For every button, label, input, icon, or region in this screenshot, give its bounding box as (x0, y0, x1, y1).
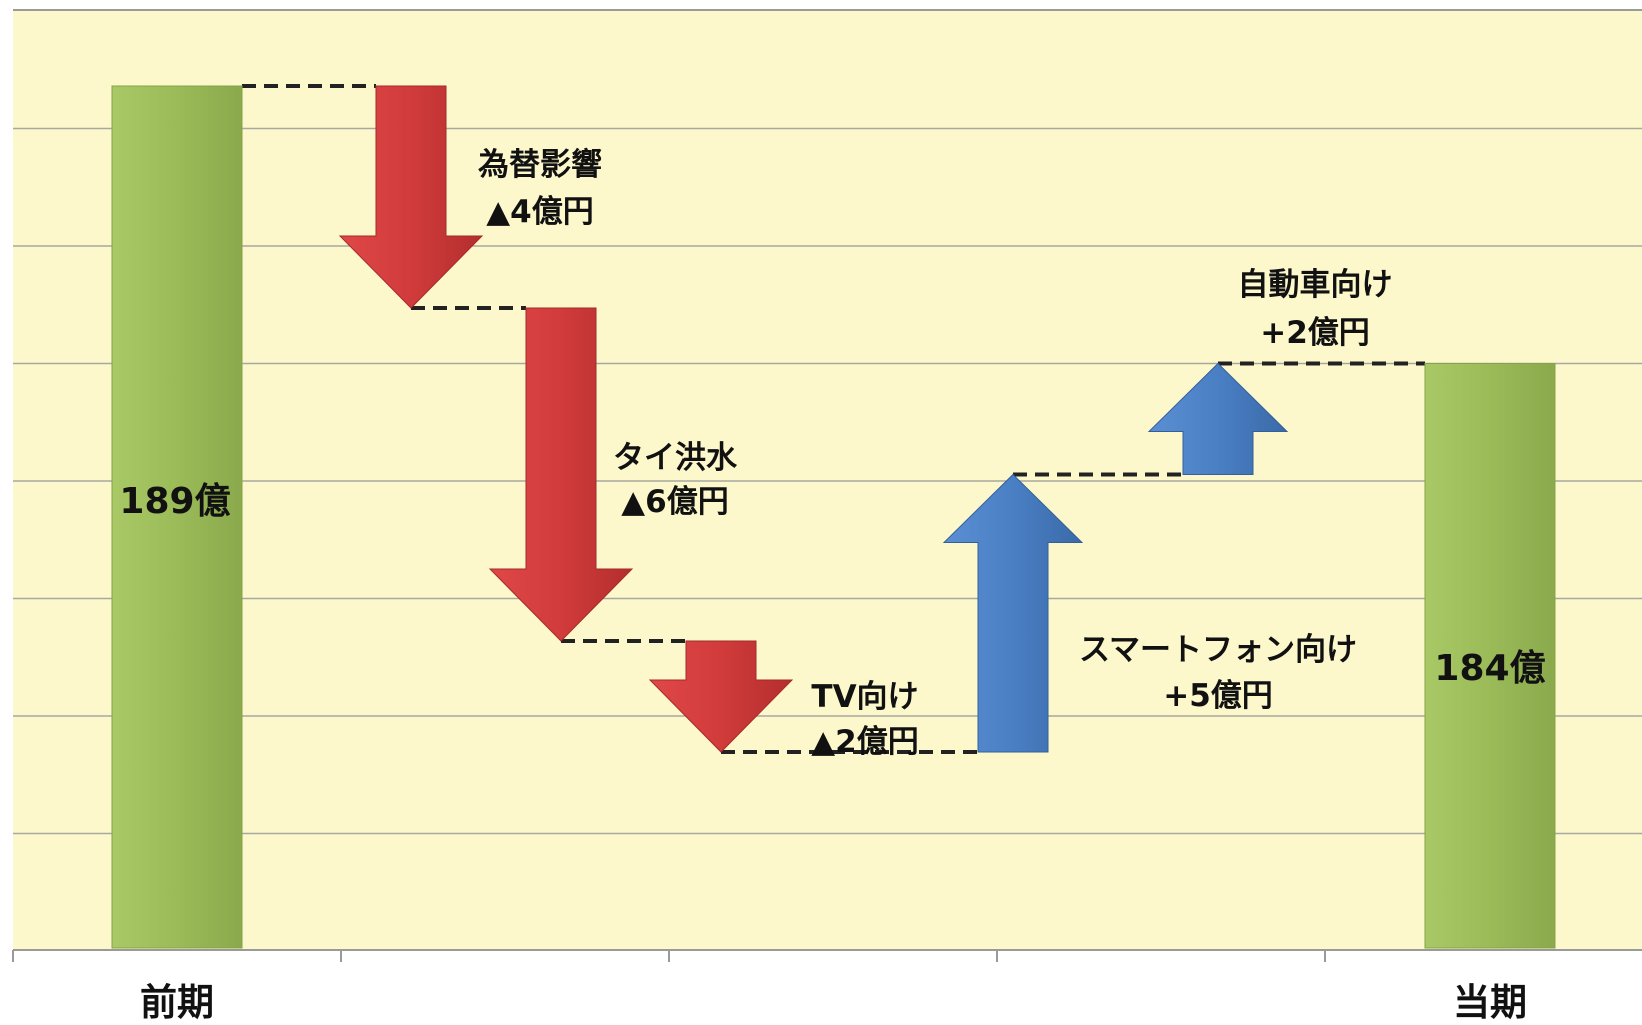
step-change-label: +5億円 (1163, 678, 1273, 714)
step-name-label: タイ洪水 (613, 440, 738, 476)
x-tick-label: 前期 (140, 981, 214, 1024)
x-axis-ticks (12, 950, 1326, 962)
total-bar (111, 85, 243, 949)
gridlines (13, 127, 1642, 835)
step-name-label: 自動車向け (1238, 267, 1393, 303)
plot-area (13, 10, 1642, 950)
chart-marks (111, 85, 1556, 949)
step-name-label: TV向け (811, 679, 918, 715)
decrease-arrow (648, 640, 794, 753)
step-name-label: スマートフォン向け (1079, 632, 1357, 668)
increase-arrow (1147, 362, 1289, 475)
x-tick-label: 当期 (1453, 981, 1527, 1024)
decrease-arrow (488, 307, 634, 642)
step-change-label: ▲2億円 (811, 724, 918, 760)
total-bar (1424, 363, 1556, 949)
total-value-label: 184億 (1434, 648, 1545, 689)
step-change-label: ▲6億円 (621, 484, 728, 520)
total-value-label: 189億 (119, 481, 230, 522)
connector-lines (242, 84, 1425, 754)
increase-arrow (942, 473, 1084, 753)
step-change-label: ▲4億円 (486, 194, 593, 230)
step-name-label: 為替影響 (478, 147, 602, 183)
decrease-arrow (338, 85, 484, 309)
step-change-label: +2億円 (1260, 315, 1370, 351)
